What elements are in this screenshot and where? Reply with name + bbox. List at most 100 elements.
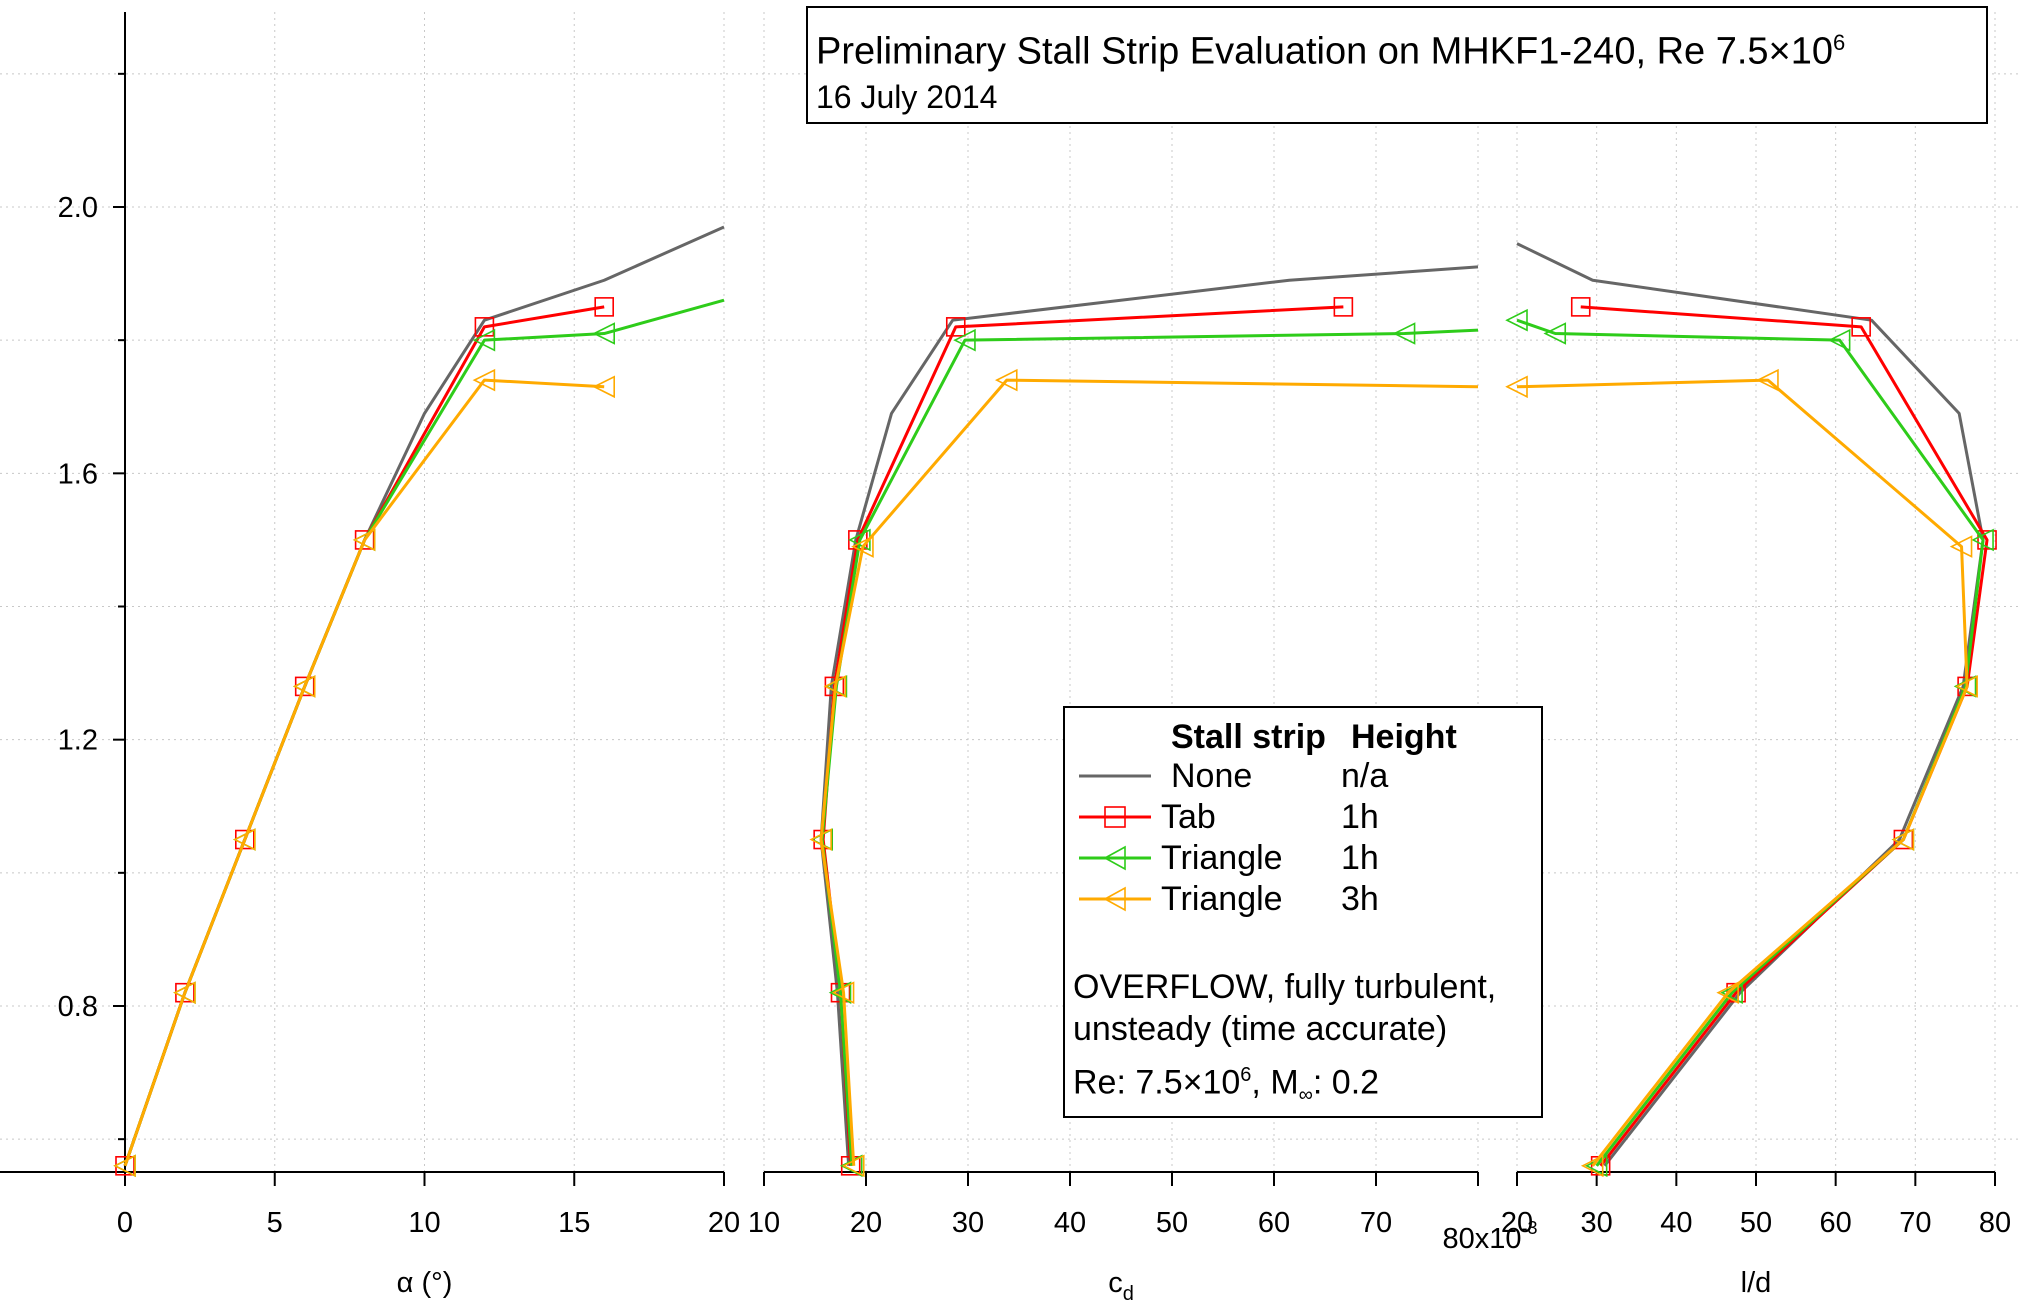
legend-row-none: None n/a [1065,756,1541,796]
legend-note-mach: , M [1251,1063,1299,1102]
ld-x-tick-label: 20 [1501,1207,1533,1239]
ld-marker-triangle-3h [1949,535,1973,558]
cd-marker-triangle-1h [1392,322,1416,345]
cd-marker-triangle-3h [841,1154,865,1178]
legend-row-triangle-3h: Triangle 3h [1065,879,1541,919]
grid-lines [0,12,2022,1172]
cd-marker-triangle-3h [851,535,874,558]
legend-note-re: Re: 7.5×10 [1073,1063,1241,1102]
cd-x-tick-label: 10 [748,1207,780,1239]
ld-x-tick-label: 50 [1740,1207,1772,1239]
legend-header-stall-strip: Stall strip [1171,718,1326,756]
alpha-marker-triangle-3h [352,528,376,552]
ld-marker-triangle-3h [1716,981,1739,1004]
ld-x-tick-label: 40 [1660,1207,1692,1239]
legend: Stall strip Height None n/a Tab 1h Trian… [1063,706,1543,1118]
legend-symbol-triangle-3h [1079,886,1151,912]
legend-note-mode: unsteady (time accurate) [1073,1010,1448,1048]
alpha-marker-triangle-3h [592,375,616,399]
ld-series-triangle-1h [1516,318,1985,1167]
alpha-marker-triangle-3h [472,368,496,392]
alpha-x-tick-label: 20 [708,1207,740,1239]
ld-marker-triangle-1h [1505,308,1528,332]
legend-note-solver: OVERFLOW, fully turbulent, [1073,968,1497,1006]
axis-label-text: l/d [1741,1267,1772,1299]
cd-x-tick-label: 30 [952,1207,984,1239]
cd-x-tick-label: 60 [1258,1207,1290,1239]
alpha-series-triangle-3h [123,378,605,1167]
chart-date: 16 July 2014 [816,78,998,115]
cd-marker-triangle-1h [953,328,976,352]
legend-symbol-triangle-1h [1079,845,1151,871]
axes [0,12,1996,1186]
ld-marker-triangle-1h [1971,528,1994,552]
ld-marker-triangle-3h [1580,1154,1604,1178]
chart-title-text: Preliminary Stall Strip Evaluation on MH… [816,30,1833,73]
legend-name: None [1171,757,1253,795]
cd-marker-tab-1h [945,317,966,337]
alpha-series-tab-1h [123,305,605,1167]
y-tick-label: 1.2 [58,725,98,757]
ld-marker-triangle-3h [1756,368,1779,392]
axis-label-text: c [1108,1267,1123,1299]
scale-label-base: 80x10 [1442,1223,1521,1255]
alpha-x-tick-label: 10 [408,1207,440,1239]
ld-marker-tab-1h [1977,530,1997,550]
cd-x-tick-label: 20 [850,1207,882,1239]
y-tick-label: 1.6 [58,458,98,490]
ld-marker-triangle-3h [1505,375,1528,399]
alpha-marker-triangle-1h [472,328,496,352]
ld-series-triangle-3h [1516,378,1969,1167]
alpha-marker-triangle-3h [292,675,316,698]
legend-name: Triangle [1161,880,1283,918]
ld-marker-tab-1h [1851,317,1871,337]
legend-name: Triangle [1161,839,1283,877]
legend-name: Tab [1161,798,1216,836]
chart-title: Preliminary Stall Strip Evaluation on MH… [816,22,1980,73]
cd-marker-triangle-3h [831,981,855,1004]
tick-labels: 0.81.21.62.00 5 10 15 20 10 20 30 40 50 60 70 80x10-… [58,192,2011,1255]
alpha-marker-triangle-1h [592,322,616,345]
ld-marker-triangle-1h [1827,328,1851,352]
alpha-marker-tab-1h [594,297,615,317]
cd-marker-tab-1h [1333,297,1354,317]
legend-header-height: Height [1351,718,1457,756]
legend-note-mach-value: : 0.2 [1312,1063,1380,1102]
cd-series-triangle-3h [819,378,1479,1166]
legend-note-mach-sub: ∞ [1298,1084,1313,1107]
cd-series-none [819,265,1479,1166]
alpha-x-axis-label: α (°) [397,1267,453,1299]
ld-x-tick-label: 60 [1820,1207,1852,1239]
ld-marker-tab-1h [1570,297,1591,317]
alpha-x-tick-label: 0 [117,1207,133,1239]
alpha-marker-triangle-3h [113,1154,136,1178]
ld-marker-triangle-3h [1955,675,1978,698]
cd-x-tick-label: 70 [1360,1207,1392,1239]
series-group [113,225,1997,1178]
ld-x-tick-label: 70 [1899,1207,1931,1239]
legend-height: n/a [1341,757,1389,795]
cd-x-tick-label: 50 [1156,1207,1188,1239]
ld-x-axis-label: l/d [1741,1267,1772,1299]
legend-note-conditions: Re: 7.5×106, M∞: 0.2 [1073,1054,1379,1116]
legend-note-re-exp: 6 [1240,1064,1252,1086]
chart-title-exponent: 6 [1832,30,1846,55]
y-tick-label: 0.8 [58,991,98,1023]
legend-height: 1h [1341,839,1379,877]
cd-x-scale-label: 80x10-3 [1442,1218,1537,1255]
alpha-marker-triangle-3h [173,981,196,1004]
alpha-marker-triangle-3h [233,828,256,851]
y-tick-label: 2.0 [58,192,98,224]
legend-symbol-none [1079,774,1151,778]
cd-x-axis-label: cd [1108,1267,1134,1305]
axis-labels: α (°) cd l/d [397,1267,1772,1305]
cd-marker-triangle-3h [823,675,847,698]
legend-height: 3h [1341,880,1379,918]
scale-label-exponent: -3 [1522,1218,1538,1238]
cd-series-triangle-1h [820,328,1479,1166]
cd-marker-triangle-1h [839,1154,863,1178]
ld-marker-triangle-1h [1543,322,1567,345]
legend-row-triangle-1h: Triangle 1h [1065,838,1541,878]
legend-height: 1h [1341,798,1379,836]
